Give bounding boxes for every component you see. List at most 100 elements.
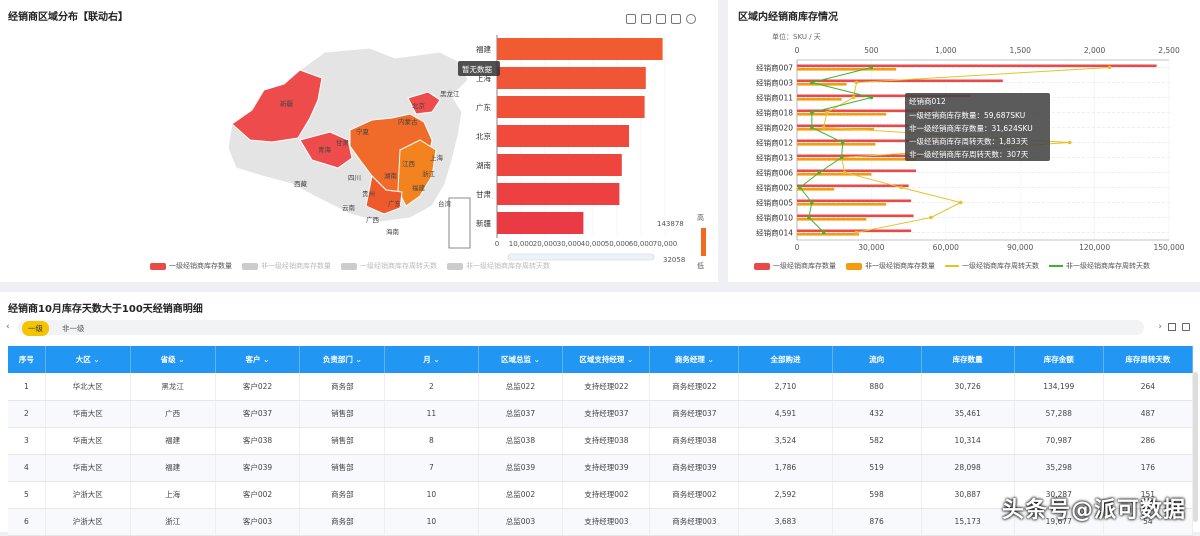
chevron-down-icon[interactable]: ⌄ bbox=[430, 355, 440, 364]
nonlevel1-days-point[interactable] bbox=[810, 80, 814, 85]
nonlevel1-stock-bar[interactable] bbox=[797, 218, 867, 221]
level1-stock-bar[interactable] bbox=[797, 229, 912, 233]
legend-item-nonlevel1-stock[interactable]: 非一级经销商库存数量 bbox=[846, 261, 935, 271]
chevron-down-icon[interactable]: ⌄ bbox=[90, 355, 100, 364]
province-bar[interactable] bbox=[497, 212, 584, 234]
level1-days-point[interactable] bbox=[824, 110, 829, 115]
chevron-down-icon[interactable]: ⌄ bbox=[175, 355, 185, 364]
save-image-icon[interactable] bbox=[671, 14, 681, 24]
table-row[interactable]: 4 华南大区 福建 客户039 销售部 7 总监039 支持经理039 商务经理039 1,786… bbox=[8, 454, 1194, 482]
level1-stock-bar[interactable] bbox=[797, 184, 909, 188]
province-bar[interactable] bbox=[497, 154, 622, 176]
nonlevel1-days-point[interactable] bbox=[869, 65, 874, 70]
level1-days-point[interactable] bbox=[899, 185, 903, 190]
nonlevel1-days-point[interactable] bbox=[840, 140, 845, 145]
level1-stock-bar[interactable] bbox=[797, 109, 934, 113]
nonlevel1-stock-bar[interactable] bbox=[797, 143, 876, 146]
visual-map-bar[interactable] bbox=[701, 228, 706, 256]
legend-item-level1-days[interactable]: 一级经销商库存周转天数 bbox=[341, 261, 437, 271]
nonlevel1-days-point[interactable] bbox=[839, 155, 844, 160]
level1-days-point[interactable] bbox=[1067, 140, 1072, 145]
zoom-icon[interactable] bbox=[656, 14, 666, 24]
legend-item-nonlevel1-days[interactable]: 非一级经销商库存周转天数 bbox=[447, 261, 550, 271]
zoom-slider[interactable] bbox=[507, 253, 655, 261]
restore-icon[interactable] bbox=[626, 14, 636, 24]
table-row[interactable]: 1 华北大区 黑龙江 客户022 商务部 2 总监022 支持经理022 商务经理022 2,71… bbox=[8, 373, 1194, 401]
nonlevel1-stock-bar[interactable] bbox=[797, 203, 887, 206]
level1-days-point[interactable] bbox=[821, 125, 826, 130]
nonlevel1-days-point[interactable] bbox=[810, 200, 814, 205]
column-header[interactable]: 区域支持经理 ⌄ bbox=[562, 346, 651, 373]
map-beijing[interactable] bbox=[407, 91, 441, 115]
level1-days-point[interactable] bbox=[1107, 65, 1112, 70]
table-row[interactable]: 3 华南大区 福建 客户038 销售部 8 总监038 支持经理038 商务经理038 3,524… bbox=[8, 427, 1194, 455]
level1-stock-bar[interactable] bbox=[797, 139, 946, 143]
level1-stock-bar[interactable] bbox=[797, 64, 1157, 68]
nonlevel1-days-point[interactable] bbox=[817, 170, 822, 175]
level1-stock-bar[interactable] bbox=[797, 154, 921, 158]
nonlevel1-days-point[interactable] bbox=[798, 185, 802, 190]
nonlevel1-stock-bar[interactable] bbox=[797, 158, 917, 161]
province-bar[interactable] bbox=[497, 96, 645, 118]
level1-days-point[interactable] bbox=[842, 170, 847, 175]
table-row[interactable]: 5 沪浙大区 上海 客户002 商务部 10 总监002 支持经理002 商务经理002 2,59… bbox=[8, 481, 1194, 509]
china-map[interactable] bbox=[227, 47, 471, 249]
tab-level1[interactable]: 一级 bbox=[22, 321, 49, 336]
nonlevel1-stock-bar[interactable] bbox=[797, 113, 887, 116]
export-icon[interactable] bbox=[1182, 323, 1190, 331]
column-header[interactable]: 大区 ⌄ bbox=[45, 346, 131, 373]
legend-item-level1-stock[interactable]: 一级经销商库存数量 bbox=[150, 261, 232, 271]
nonlevel1-days-point[interactable] bbox=[821, 230, 826, 235]
refresh-icon[interactable] bbox=[686, 14, 696, 24]
nonlevel1-days-point[interactable] bbox=[869, 95, 874, 100]
vertical-scrollbar[interactable] bbox=[1193, 372, 1198, 522]
legend-item-level1-stock[interactable]: 一级经销商库存数量 bbox=[754, 261, 836, 271]
chevron-right-icon[interactable]: › bbox=[1158, 322, 1162, 332]
nonlevel1-stock-bar[interactable] bbox=[797, 188, 835, 191]
legend-item-nonlevel1-days[interactable]: 非一级经销商库存周转天数 bbox=[1049, 261, 1150, 271]
level1-days-point[interactable] bbox=[958, 200, 963, 205]
copy-icon[interactable] bbox=[1168, 323, 1176, 331]
column-header[interactable]: 商务经理 ⌄ bbox=[649, 346, 740, 373]
nonlevel1-stock-bar[interactable] bbox=[797, 128, 874, 131]
nonlevel1-days-point[interactable] bbox=[810, 110, 814, 115]
map-gansu[interactable] bbox=[299, 131, 353, 169]
chevron-left-icon[interactable]: ‹ bbox=[6, 322, 10, 332]
level1-stock-bar[interactable] bbox=[797, 169, 917, 173]
nonlevel1-stock-bar[interactable] bbox=[797, 98, 842, 101]
table-row[interactable]: 6 沪浙大区 浙江 客户003 商务部 10 总监003 支持经理003 商务经理003 3,68… bbox=[8, 508, 1194, 536]
level1-days-point[interactable] bbox=[929, 215, 933, 220]
column-header[interactable]: 月 ⌄ bbox=[384, 346, 479, 373]
level1-stock-bar[interactable] bbox=[797, 79, 1003, 83]
legend-item-level1-days[interactable]: 一级经销商库存周转天数 bbox=[945, 261, 1039, 271]
province-bar[interactable] bbox=[497, 183, 620, 205]
nonlevel1-stock-bar[interactable] bbox=[797, 83, 847, 86]
level1-stock-bar[interactable] bbox=[797, 214, 914, 218]
chevron-down-icon[interactable]: ⌄ bbox=[624, 355, 634, 364]
nonlevel1-stock-bar[interactable] bbox=[797, 173, 872, 176]
column-header[interactable]: 负责部门 ⌄ bbox=[299, 346, 386, 373]
column-header[interactable]: 省级 ⌄ bbox=[130, 346, 216, 373]
tab-nonlevel1[interactable]: 非一级 bbox=[62, 324, 85, 333]
nonlevel1-days-point[interactable] bbox=[807, 215, 811, 220]
level1-stock-bar[interactable] bbox=[797, 94, 971, 98]
nonlevel1-stock-bar[interactable] bbox=[797, 68, 897, 71]
map-guangdong[interactable] bbox=[365, 174, 403, 215]
chevron-down-icon[interactable]: ⌄ bbox=[530, 355, 540, 364]
nonlevel1-stock-bar[interactable] bbox=[797, 233, 859, 236]
level1-days-point[interactable] bbox=[851, 95, 856, 100]
map-xinjiang[interactable] bbox=[231, 69, 323, 143]
chevron-down-icon[interactable]: ⌄ bbox=[704, 355, 714, 364]
province-bar[interactable] bbox=[497, 125, 629, 147]
column-header[interactable]: 区域总监 ⌄ bbox=[478, 346, 564, 373]
data-view-icon[interactable] bbox=[641, 14, 651, 24]
nonlevel1-days-point[interactable] bbox=[810, 125, 814, 130]
column-header[interactable]: 客户 ⌄ bbox=[215, 346, 301, 373]
level1-stock-bar[interactable] bbox=[797, 199, 912, 203]
level1-days-point[interactable] bbox=[854, 80, 859, 85]
level1-days-point[interactable] bbox=[854, 230, 859, 235]
province-bar[interactable] bbox=[497, 67, 646, 89]
level1-stock-bar[interactable] bbox=[797, 124, 909, 128]
chevron-down-icon[interactable]: ⌄ bbox=[352, 355, 362, 364]
chevron-down-icon[interactable]: ⌄ bbox=[260, 355, 270, 364]
